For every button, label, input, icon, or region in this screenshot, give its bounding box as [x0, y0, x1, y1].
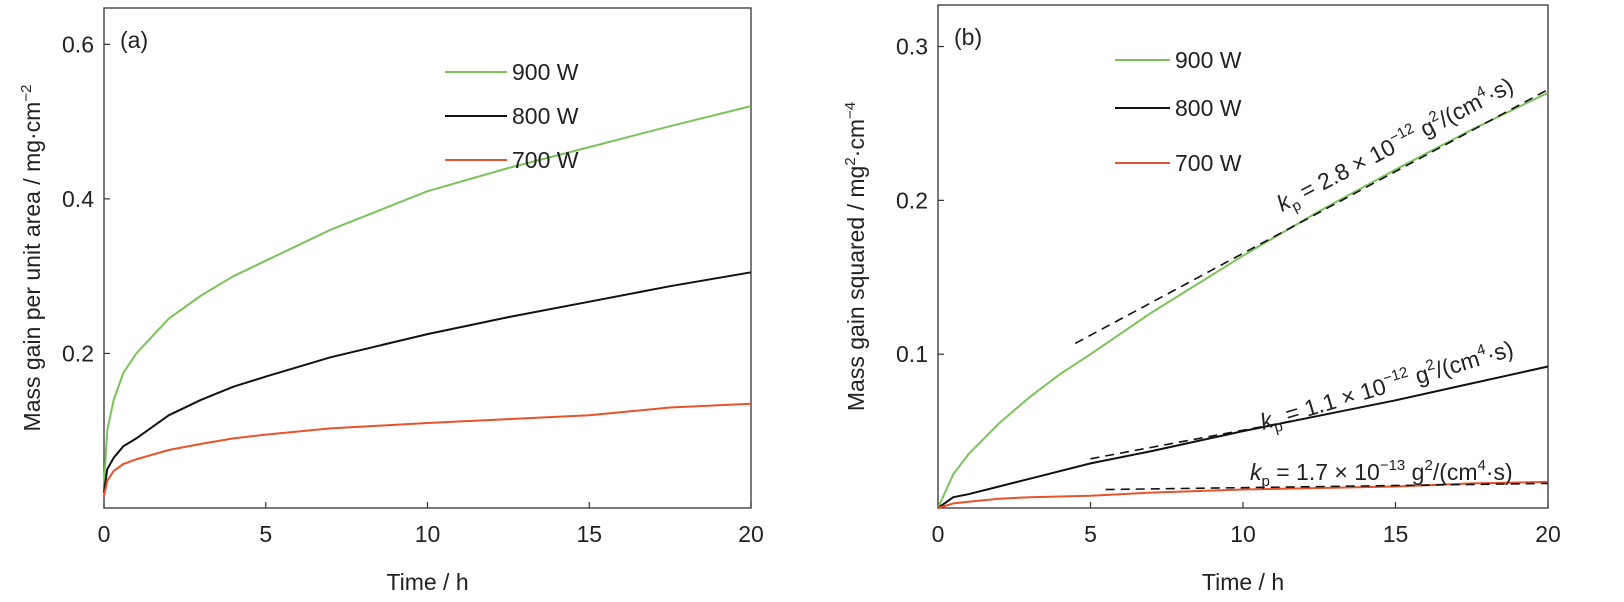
- panel-b: 0 5 10 15 20 0.1 0.2 0.3 Time / h Mass gain squar…: [842, 4, 1561, 595]
- plot-frame: [103, 7, 752, 509]
- x-tick-label: 20: [738, 521, 764, 547]
- series-line-700w: [103, 402, 752, 497]
- legend-label: 900 W: [1175, 47, 1242, 73]
- legend-label: 900 W: [512, 59, 579, 85]
- series-line-800w: [937, 365, 1549, 509]
- x-tick-label: 0: [98, 521, 111, 547]
- y-tick-label: 0.4: [62, 186, 94, 212]
- fit-line: [1105, 482, 1549, 491]
- y-tick-label: 0.2: [896, 187, 928, 213]
- x-tick-label: 0: [932, 521, 945, 547]
- y-axis-label: Mass gain per unit area / mg·cm−2: [18, 85, 45, 432]
- y-tick-label: 0.2: [62, 340, 94, 366]
- y-axis-label: Mass gain squared / mg2·cm−4: [842, 102, 869, 411]
- x-tick-label: 15: [576, 521, 602, 547]
- y-tick-label: 0.1: [896, 341, 928, 367]
- rate-constant-annotation: kp = 2.8 × 10−12 g2/(cm4·s): [1271, 70, 1519, 221]
- series-line-800w: [103, 271, 752, 493]
- x-tick-label: 5: [1084, 521, 1097, 547]
- rate-constant-annotation: kp = 1.1 × 10−12 g2/(cm4·s): [1256, 333, 1517, 439]
- fit-line: [1090, 417, 1305, 460]
- x-tick-label: 20: [1535, 521, 1561, 547]
- x-axis-label: Time / h: [1202, 569, 1284, 595]
- y-tick-label: 0.3: [896, 34, 928, 60]
- series-line-900w: [937, 91, 1549, 509]
- x-tick-label: 5: [259, 521, 272, 547]
- panel-label: (a): [120, 27, 148, 53]
- x-tick-label: 15: [1383, 521, 1409, 547]
- legend-label: 800 W: [512, 103, 579, 129]
- legend-label: 800 W: [1175, 95, 1242, 121]
- x-axis-label: Time / h: [386, 569, 468, 595]
- rate-constant-annotation: kp = 1.7 × 10−13 g2/(cm4·s): [1250, 457, 1513, 490]
- series-line-900w: [103, 105, 752, 485]
- legend-label: 700 W: [1175, 150, 1242, 176]
- x-tick-label: 10: [1230, 521, 1256, 547]
- x-tick-label: 10: [415, 521, 441, 547]
- legend-label: 700 W: [512, 147, 579, 173]
- y-tick-label: 0.6: [62, 31, 94, 57]
- panel-a: 0 5 10 15 20 0.2 0.4 0.6 Time / h Mass gain per u…: [18, 7, 764, 595]
- panel-label: (b): [954, 24, 982, 50]
